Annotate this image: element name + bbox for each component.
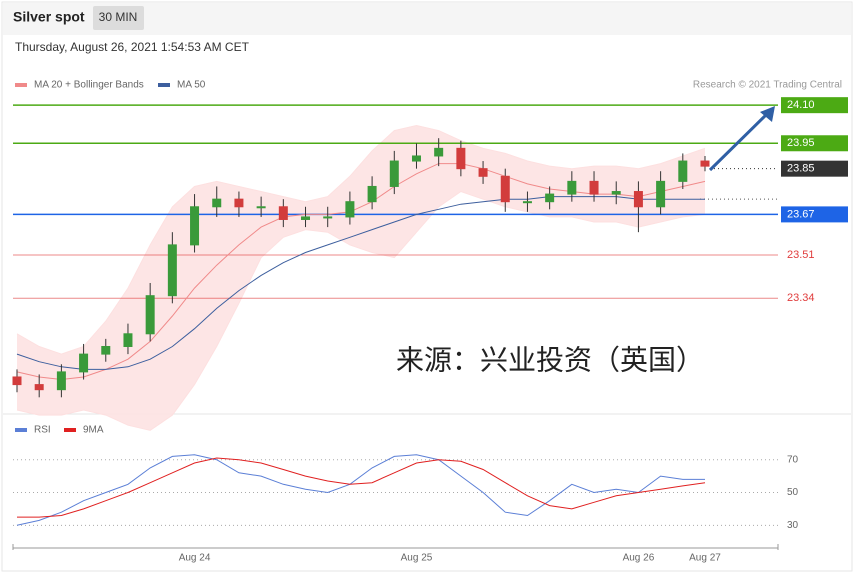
candle-body — [389, 160, 399, 187]
arrow-shaft — [708, 111, 770, 172]
candle-body — [323, 216, 333, 219]
candle-body — [545, 193, 555, 203]
candle-body — [278, 206, 288, 220]
bollinger-lower — [16, 190, 706, 431]
candle-body — [190, 206, 200, 246]
candle-body — [34, 384, 44, 391]
candle-body — [367, 185, 377, 203]
candle-body — [567, 180, 577, 195]
level-label: 23.34 — [787, 292, 815, 304]
level-label: 23.67 — [787, 208, 815, 220]
candle-body — [633, 191, 643, 208]
title: Silver spot — [13, 9, 85, 25]
candle-body — [456, 147, 466, 170]
candle-body — [345, 201, 355, 218]
ma-line — [16, 196, 705, 370]
rsi-tick-label: 70 — [787, 454, 799, 465]
candle-body — [611, 191, 621, 195]
timestamp: Thursday, August 26, 2021 1:54:53 AM CET — [15, 40, 250, 54]
level-label-box — [781, 97, 848, 114]
legend-swatch — [15, 428, 27, 432]
candle-body — [700, 160, 710, 167]
candle-body — [478, 168, 488, 177]
legend-swatch — [158, 83, 170, 87]
x-tick-label: Aug 24 — [179, 553, 211, 564]
bollinger-band — [17, 125, 705, 431]
level-label-box — [781, 160, 848, 177]
candle-body — [656, 180, 666, 208]
watermark: 来源：兴业投资（英国） — [396, 344, 704, 375]
candle-body — [145, 295, 155, 335]
level-label: 23.95 — [787, 137, 815, 149]
attribution: Research © 2021 Trading Central — [693, 80, 842, 91]
candle-body — [522, 201, 532, 204]
header-bar — [3, 3, 851, 35]
candle-body — [56, 371, 66, 391]
candle-body — [234, 198, 244, 208]
legend-label: MA 50 — [177, 80, 206, 91]
candle-body — [12, 376, 22, 386]
candle-body — [589, 180, 599, 195]
legend-label: RSI — [34, 425, 51, 436]
x-tick-label: Aug 27 — [689, 553, 721, 564]
legend-label: 9MA — [83, 425, 104, 436]
candle-body — [411, 155, 421, 162]
candle-body — [212, 198, 222, 208]
arrow-head — [760, 106, 775, 122]
x-tick-label: Aug 25 — [401, 553, 433, 564]
level-label: 23.51 — [787, 249, 815, 261]
candle-body — [434, 147, 444, 157]
subtitle: 30 MIN — [99, 10, 138, 24]
rsi-tick-label: 50 — [787, 487, 799, 498]
candle-body — [678, 160, 688, 182]
candle-body — [167, 244, 177, 297]
candle-body — [256, 206, 266, 209]
legend-label: MA 20 + Bollinger Bands — [34, 80, 144, 91]
rsi-tick-label: 30 — [787, 520, 799, 531]
level-label-box — [781, 135, 848, 152]
legend-swatch — [15, 83, 27, 87]
rsi-line — [16, 454, 705, 526]
level-label: 24.10 — [787, 99, 815, 111]
bollinger-upper — [16, 124, 706, 355]
candle-body — [301, 216, 311, 220]
level-label: 23.85 — [787, 163, 815, 175]
candle-body — [101, 345, 111, 355]
candle-body — [79, 353, 89, 373]
x-tick-label: Aug 26 — [623, 553, 655, 564]
level-label-box — [781, 206, 848, 223]
candle-body — [500, 175, 510, 203]
candle-body — [123, 333, 133, 347]
rsi-line — [17, 457, 706, 518]
plot: 24.10 23.95 23.85 23.67 23.51 23.34 MA 20 + Bo… — [12, 80, 848, 564]
legend-swatch — [64, 428, 76, 432]
interval-badge — [93, 6, 144, 30]
